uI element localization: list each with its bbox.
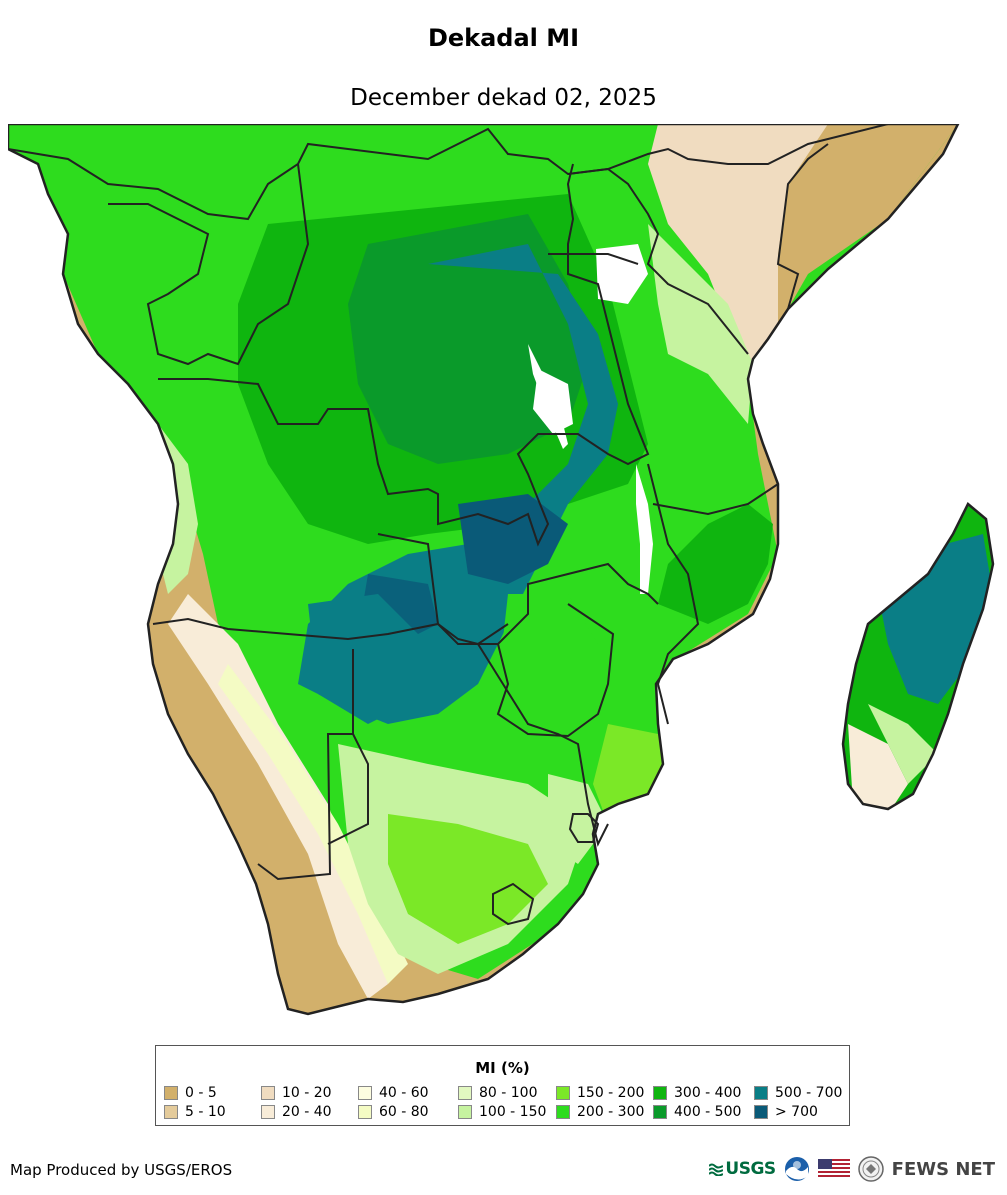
map-subtitle: December dekad 02, 2025 [350,85,657,111]
legend-item: 300 - 400 [653,1085,741,1101]
madagascar-fill [843,504,993,809]
legend-item: 5 - 10 [164,1104,226,1120]
legend-item: 400 - 500 [653,1104,741,1120]
legend-label: 5 - 10 [185,1104,226,1120]
legend-label: 300 - 400 [674,1085,742,1101]
legend-swatch [653,1086,667,1100]
fews-net-logo: FEWS NET [891,1158,995,1180]
usgs-logo: USGS [709,1159,776,1179]
legend-swatch [458,1086,472,1100]
legend: MI (%) 0 - 5 5 - 10 10 - 20 20 - 40 40 - 60 6… [155,1045,850,1126]
legend-swatch [556,1105,570,1119]
moisture-index-map [8,124,995,1016]
us-flag-icon [817,1159,850,1179]
legend-swatch [754,1086,768,1100]
legend-label: > 700 [775,1104,818,1120]
legend-swatch [164,1086,178,1100]
legend-item: 40 - 60 [358,1085,429,1101]
logo-strip: USGS FEWS NET [709,1156,995,1182]
legend-swatch [458,1105,472,1119]
legend-item: 500 - 700 [754,1085,842,1101]
legend-label: 200 - 300 [577,1104,645,1120]
legend-item: 10 - 20 [261,1085,332,1101]
country-borders [8,124,889,926]
legend-item: 60 - 80 [358,1104,429,1120]
usgs-logo-text: USGS [725,1159,776,1179]
mainland-fill [8,124,958,1014]
legend-item: 200 - 300 [556,1104,644,1120]
legend-label: 400 - 500 [674,1104,742,1120]
legend-label: 20 - 40 [282,1104,332,1120]
legend-swatch [261,1086,275,1100]
legend-swatch [754,1105,768,1119]
legend-item: 0 - 5 [164,1085,217,1101]
state-department-seal-icon [857,1156,884,1182]
legend-item: > 700 [754,1104,818,1120]
legend-label: 150 - 200 [577,1085,645,1101]
legend-swatch [653,1105,667,1119]
legend-label: 500 - 700 [775,1085,843,1101]
legend-title: MI (%) [475,1059,530,1077]
legend-label: 60 - 80 [379,1104,429,1120]
legend-label: 10 - 20 [282,1085,332,1101]
map-title: Dekadal MI [427,24,580,52]
legend-item: 100 - 150 [458,1104,546,1120]
legend-swatch [261,1105,275,1119]
usgs-wave-icon [709,1163,724,1176]
legend-swatch [164,1105,178,1119]
legend-swatch [358,1105,372,1119]
legend-item: 80 - 100 [458,1085,538,1101]
legend-label: 0 - 5 [185,1085,217,1101]
noaa-logo-icon [784,1157,809,1181]
legend-swatch [358,1086,372,1100]
legend-swatch [556,1086,570,1100]
legend-item: 20 - 40 [261,1104,332,1120]
legend-label: 80 - 100 [479,1085,538,1101]
legend-label: 40 - 60 [379,1085,429,1101]
map-credit: Map Produced by USGS/EROS [10,1161,233,1179]
legend-item: 150 - 200 [556,1085,644,1101]
legend-label: 100 - 150 [479,1104,547,1120]
